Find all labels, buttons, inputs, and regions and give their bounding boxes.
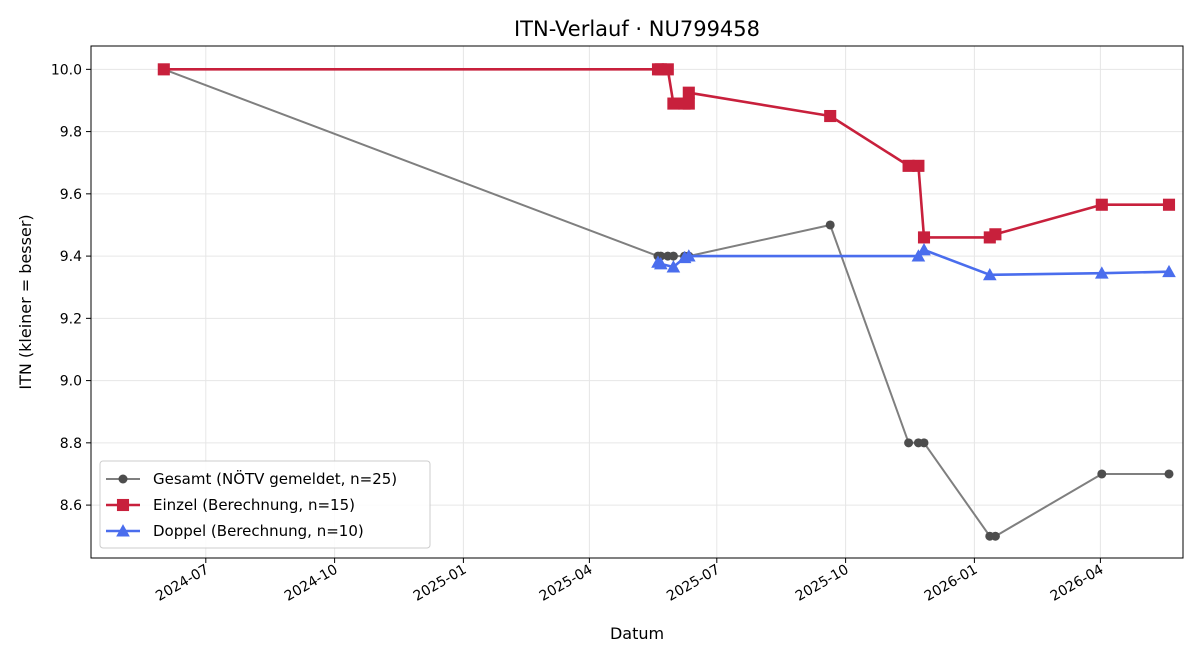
series-line [657,248,1170,277]
grid-layer [91,46,1183,558]
data-point [919,438,929,448]
series-triangle [651,243,1176,281]
data-point [653,257,668,270]
legend-swatch-marker [116,498,130,512]
x-tick-label: 2025-04 [537,562,596,605]
legend-entry: Doppel (Berechnung, n=10) [106,522,364,540]
y-tick-label: 9.6 [60,187,82,203]
data-point [1095,198,1108,211]
x-tick-label: 2025-10 [793,562,852,605]
y-tick-label: 9.2 [60,311,82,327]
legend-label: Einzel (Berechnung, n=15) [153,496,355,514]
legend-swatch-marker [116,524,130,537]
legend-box [99,460,431,549]
y-tick-label: 9.8 [60,125,82,141]
y-axis-label: ITN (kleiner = besser) [16,214,35,389]
data-point [661,63,674,76]
x-tick-label: 2025-01 [411,562,470,605]
data-point [824,109,837,123]
y-tick-label: 8.6 [60,498,82,514]
data-point [911,249,926,262]
data-point [681,249,696,262]
data-point [902,159,915,172]
series-line [163,68,1169,239]
data-point [990,531,1000,541]
data-point [1164,469,1174,479]
x-tick-label: 2024-07 [153,562,212,605]
x-tick-label: 2025-07 [664,562,723,605]
x-tick-label: 2026-04 [1048,562,1107,605]
data-point [1097,469,1107,479]
data-point [667,97,680,110]
data-point [682,86,695,99]
x-tick-label: 2026-01 [922,562,981,605]
data-point [917,243,931,256]
data-point [912,159,925,172]
chart-title: ITN-Verlauf · NU799458 [514,17,760,41]
data-point [917,231,931,244]
data-point [904,438,914,448]
data-point [666,260,681,273]
plot-frame [90,45,1184,559]
legend: Gesamt (NÖTV gemeldet, n=25) Einzel (Bere… [99,460,431,549]
y-tick-label: 9.0 [60,374,82,390]
legend-swatch-marker [118,474,128,484]
legend-label: Doppel (Berechnung, n=10) [153,522,364,540]
data-point [825,220,835,230]
data-point [157,63,170,76]
data-point [982,267,997,281]
y-tick-label: 9.4 [60,249,82,265]
x-axis-label: Datum [610,624,664,643]
series-layer [157,63,1176,541]
data-point [989,228,1002,241]
legend-label: Gesamt (NÖTV gemeldet, n=25) [153,469,397,488]
y-tick-label: 8.8 [60,436,82,452]
data-point [668,251,678,261]
data-point [1162,264,1176,278]
legend-entry: Gesamt (NÖTV gemeldet, n=25) [106,469,397,488]
series-square [157,63,1176,244]
data-point [682,97,695,110]
data-point [1162,198,1176,211]
y-tick-label: 10.0 [51,62,82,78]
legend-entry: Einzel (Berechnung, n=15) [106,496,355,514]
data-point [1094,266,1109,279]
x-tick-label: 2024-10 [282,562,341,605]
